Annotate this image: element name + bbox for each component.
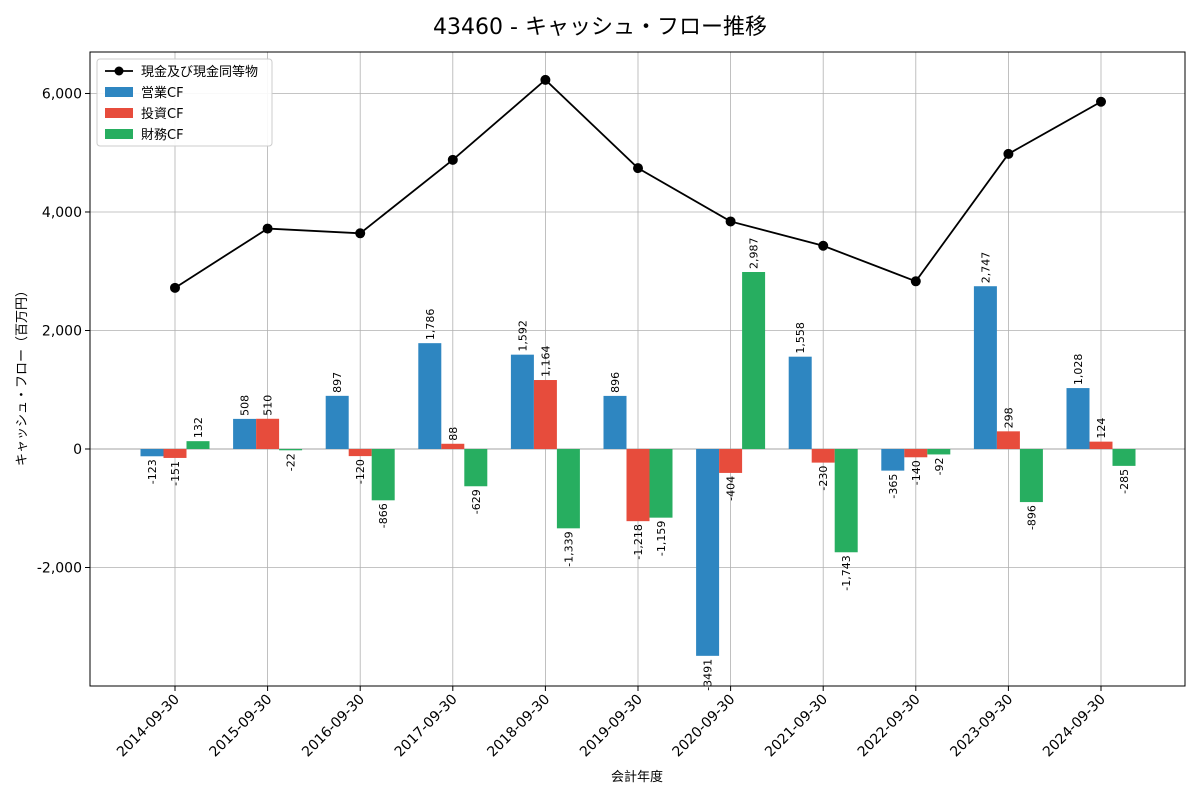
legend-swatch <box>105 87 133 97</box>
cash-line-point <box>633 163 643 174</box>
legend-swatch <box>105 108 133 118</box>
data-label: -123 <box>146 459 159 484</box>
bar <box>927 448 951 455</box>
data-label: -151 <box>169 461 182 486</box>
data-label: 88 <box>447 427 460 441</box>
data-label: -1,339 <box>562 531 575 566</box>
bar <box>1089 441 1113 449</box>
cash-line-point <box>355 228 366 239</box>
data-label: -629 <box>470 489 483 514</box>
data-label: -22 <box>285 453 298 471</box>
bar <box>325 395 349 449</box>
legend-box <box>96 58 273 147</box>
y-tick-label: 4,000 <box>42 205 82 221</box>
bar <box>788 356 812 449</box>
legend-point-marker <box>114 66 124 76</box>
data-label: -896 <box>1025 505 1038 530</box>
data-label: 1,028 <box>1072 354 1085 386</box>
bar <box>464 448 488 487</box>
data-label: 1,592 <box>516 320 529 352</box>
data-label: 132 <box>192 417 205 438</box>
y-axis-label: キャッシュ・フロー（百万円） <box>15 284 30 466</box>
y-tick-label: 2,000 <box>42 323 82 339</box>
bar <box>556 448 580 529</box>
data-label: -230 <box>817 466 830 491</box>
data-label: -1,218 <box>632 524 645 559</box>
bar <box>441 443 465 449</box>
data-label: -1,159 <box>655 521 668 556</box>
cash-line-point <box>170 282 180 293</box>
data-label: 508 <box>239 395 252 416</box>
data-label: -285 <box>1118 469 1131 494</box>
cash-line <box>170 74 1106 293</box>
bar <box>719 448 743 473</box>
bar <box>1112 448 1136 466</box>
bar <box>649 448 673 518</box>
cash-line-point <box>1003 148 1014 159</box>
data-label: 298 <box>1002 407 1015 428</box>
data-label: -140 <box>910 460 923 485</box>
data-label: -120 <box>354 459 367 484</box>
bar <box>1019 448 1043 503</box>
y-tick-label: 6,000 <box>42 86 82 102</box>
chart-title: 43460 - キャッシュ・フロー推移 <box>433 15 767 40</box>
data-label: 896 <box>609 372 622 393</box>
cash-line-point <box>447 154 458 165</box>
bar <box>742 272 766 449</box>
legend-label: 現金及び現金同等物 <box>141 64 258 80</box>
cash-line-point <box>910 276 921 287</box>
data-label: 1,558 <box>794 322 807 354</box>
cash-line-point <box>262 223 273 234</box>
bar <box>881 448 905 471</box>
bar <box>279 448 303 451</box>
data-labels: -123 508 897 1,786 1,592 896 -3491 1,558 -365 2,7… <box>146 238 1131 691</box>
legend-label: 財務CF <box>141 128 184 143</box>
data-label: 2,987 <box>748 238 761 270</box>
cash-line-point <box>818 240 829 251</box>
bar <box>973 286 997 449</box>
data-label: -866 <box>377 503 390 528</box>
data-label: 1,786 <box>424 309 437 341</box>
data-label: 124 <box>1095 418 1108 439</box>
bar <box>696 448 720 656</box>
bar <box>533 380 557 449</box>
data-label: -404 <box>725 476 738 501</box>
bars <box>140 272 1136 656</box>
data-label: -365 <box>887 474 900 499</box>
bar <box>233 418 257 449</box>
data-label: -1,743 <box>840 555 853 590</box>
bar <box>186 441 210 449</box>
data-label: 1,164 <box>539 346 552 378</box>
legend-label: 投資CF <box>141 106 184 122</box>
data-label: 2,747 <box>979 252 992 284</box>
cash-line-point <box>725 216 736 227</box>
bar <box>904 448 928 458</box>
bar <box>1066 388 1090 449</box>
bar <box>603 395 627 449</box>
bar <box>348 448 372 457</box>
x-axis-label: 会計年度 <box>611 769 663 785</box>
bar <box>256 418 280 449</box>
y-tick-label: -2,000 <box>37 560 82 576</box>
bar <box>996 431 1020 449</box>
legend-swatch <box>105 129 133 139</box>
bar <box>626 448 650 522</box>
bar <box>418 343 442 449</box>
cash-line-point <box>1096 96 1106 107</box>
legend-label: 営業CF <box>141 85 184 101</box>
bar <box>834 448 858 553</box>
y-tick-label: 0 <box>73 442 82 458</box>
data-label: 897 <box>331 372 344 393</box>
bar <box>811 448 835 463</box>
bar <box>163 448 187 458</box>
data-label: -3491 <box>702 659 715 691</box>
cash-line-point <box>540 74 551 85</box>
data-label: -92 <box>933 457 946 475</box>
bar <box>510 354 534 449</box>
bar <box>140 448 164 457</box>
bar <box>371 448 395 501</box>
data-label: 510 <box>262 395 275 416</box>
